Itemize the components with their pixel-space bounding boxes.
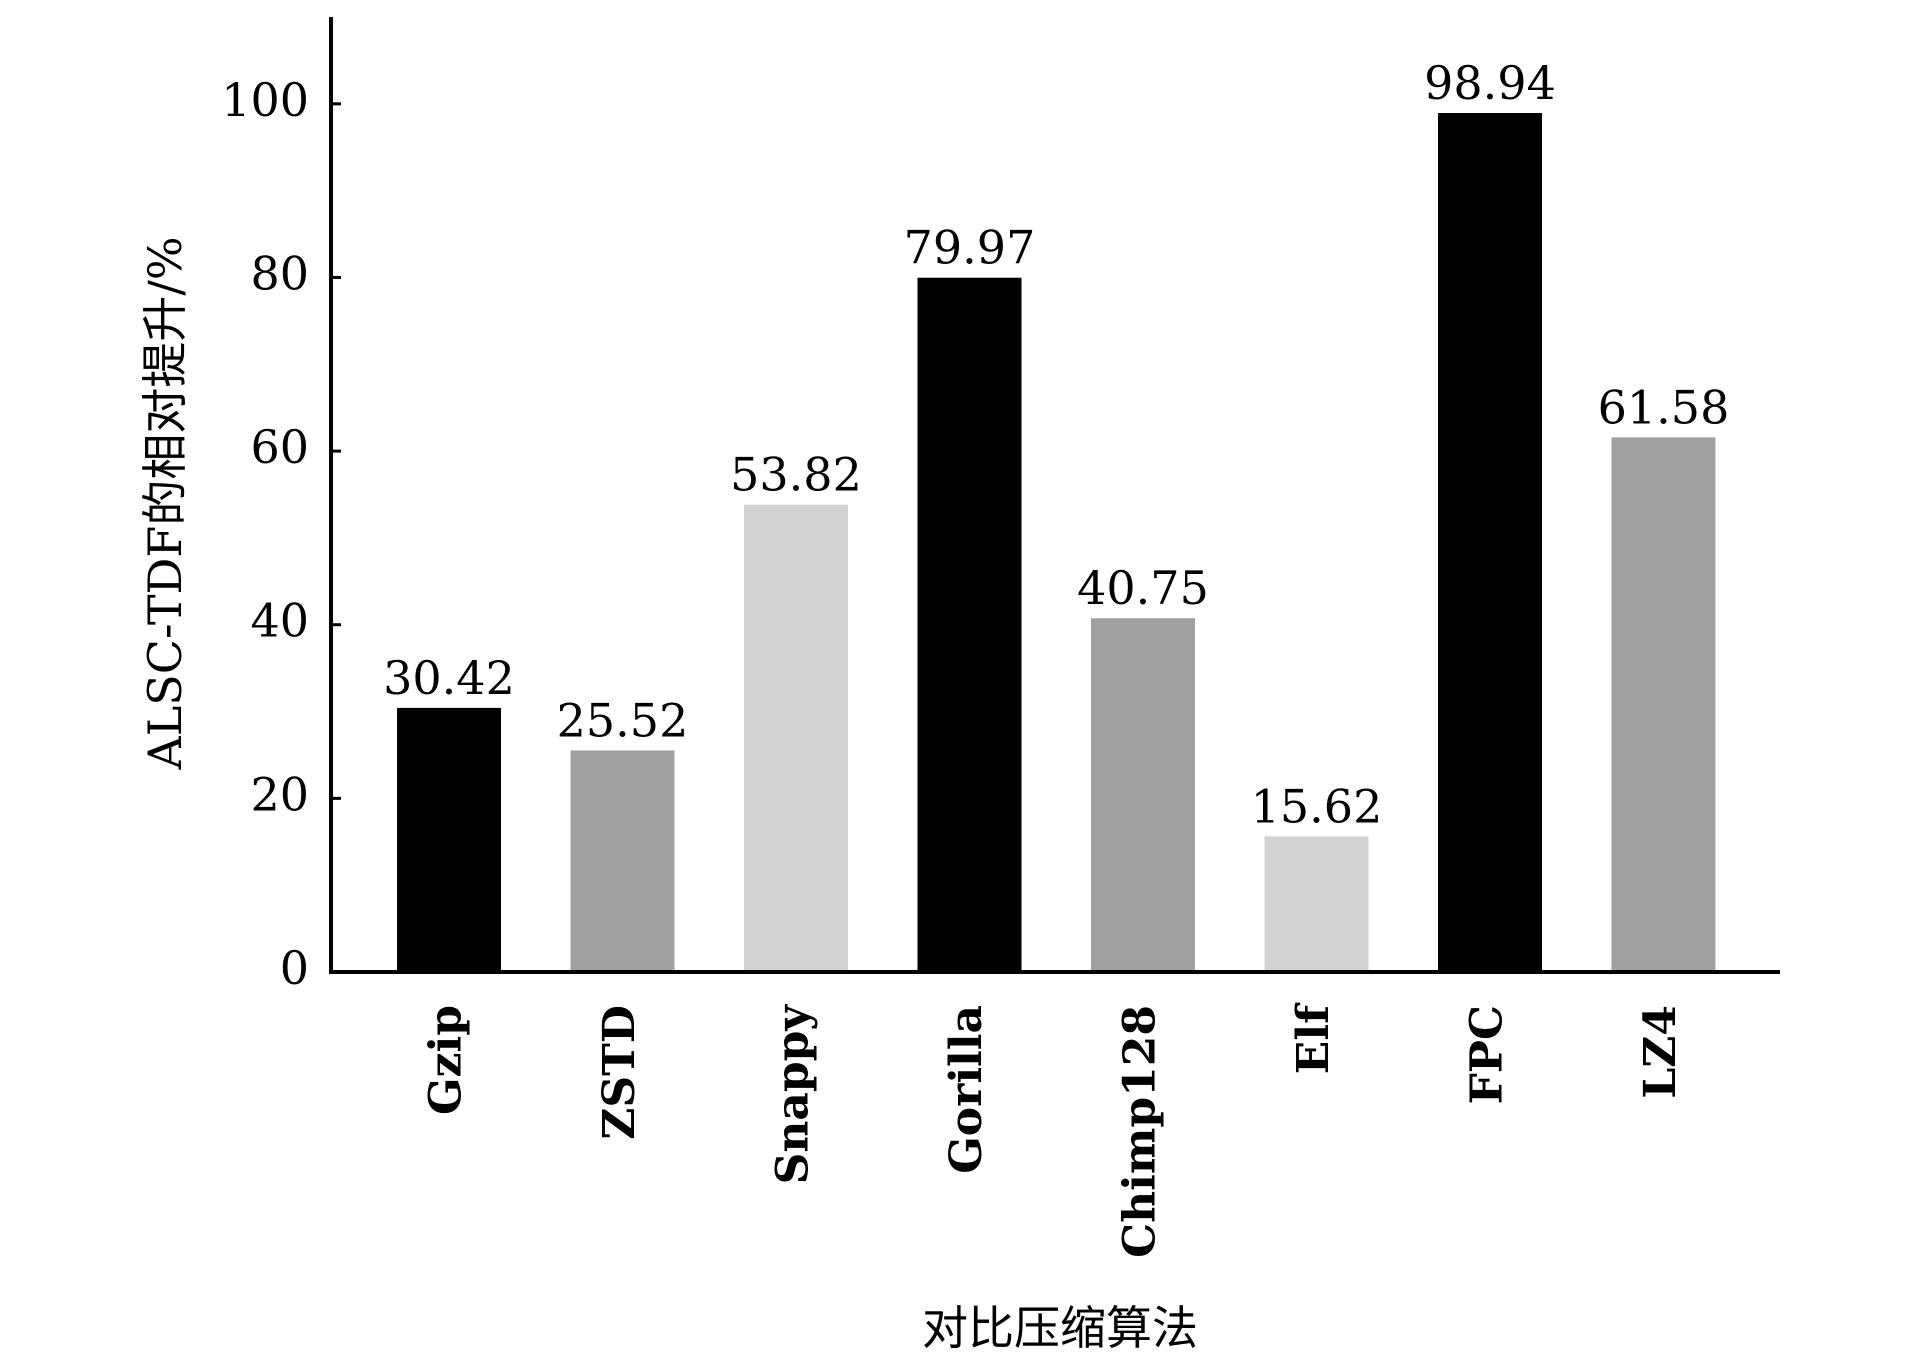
- x-tick-label: FPC: [1462, 1005, 1513, 1104]
- y-tick-label: 20: [250, 767, 309, 821]
- value-label: 79.97: [904, 221, 1036, 275]
- bar: [1264, 836, 1369, 972]
- value-label: 98.94: [1424, 56, 1556, 110]
- x-tick-label: LZ4: [1635, 1005, 1686, 1099]
- y-tick-label: 60: [250, 420, 309, 474]
- x-tick-label: Gzip: [421, 1005, 472, 1115]
- value-label: 15.62: [1251, 779, 1383, 833]
- y-tick-label: 40: [250, 594, 309, 648]
- y-tick-label: 100: [221, 73, 309, 127]
- y-tick-label: 80: [250, 246, 309, 300]
- x-tick-label: ZSTD: [594, 1005, 645, 1140]
- value-label: 61.58: [1598, 380, 1730, 434]
- bar: [397, 707, 501, 972]
- bar: [1091, 618, 1195, 972]
- value-label: 25.52: [557, 693, 689, 747]
- bar: [744, 504, 848, 972]
- x-tick-label: Snappy: [768, 1004, 819, 1185]
- x-tick-label: Chimp128: [1115, 1005, 1166, 1258]
- bar: [1438, 113, 1542, 972]
- bar: [1611, 437, 1716, 972]
- y-axis-title: ALSC-TDF的相对提升/%: [138, 236, 192, 770]
- x-tick-label: Elf: [1288, 1002, 1339, 1074]
- value-label: 30.42: [383, 651, 515, 705]
- bar: [917, 277, 1022, 973]
- x-tick-label: Gorilla: [941, 1005, 992, 1174]
- x-axis-title: 对比压缩算法: [922, 1301, 1198, 1355]
- value-label: 40.75: [1077, 561, 1209, 615]
- y-tick-label: 0: [280, 941, 309, 995]
- bar: [570, 750, 675, 972]
- value-label: 53.82: [730, 448, 862, 502]
